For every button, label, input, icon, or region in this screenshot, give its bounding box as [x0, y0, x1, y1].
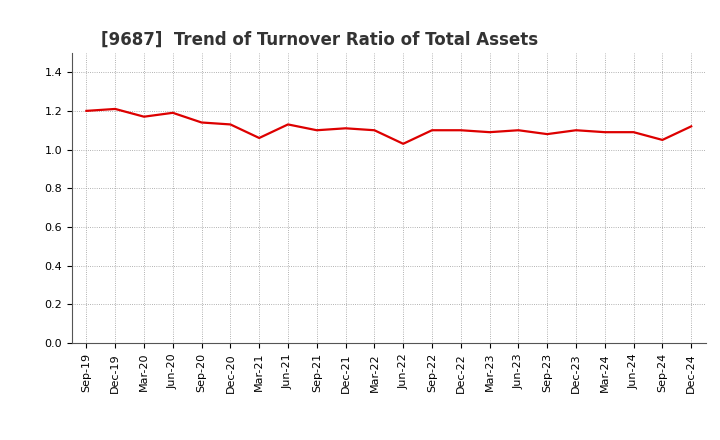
Text: [9687]  Trend of Turnover Ratio of Total Assets: [9687] Trend of Turnover Ratio of Total … [101, 31, 538, 49]
